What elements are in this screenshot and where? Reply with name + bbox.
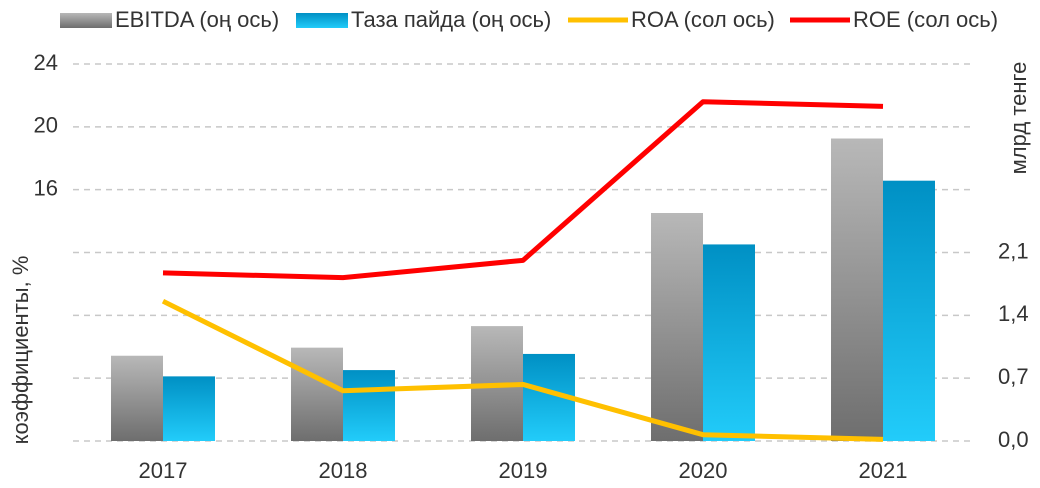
line xyxy=(161,298,884,442)
legend-label: Таза пайда (оң ось) xyxy=(351,7,551,32)
x-tick-label: 2018 xyxy=(319,458,368,483)
legend-label: ROA (сол ось) xyxy=(631,7,775,32)
bar xyxy=(651,213,703,441)
line xyxy=(162,99,884,281)
bar xyxy=(111,355,163,441)
bar xyxy=(291,347,343,441)
y2-axis-title: млрд тенге xyxy=(1006,62,1031,175)
y2-tick-label: 2,1 xyxy=(998,238,1029,263)
y2-tick-label: 0,0 xyxy=(998,427,1029,452)
y-tick-label: 24 xyxy=(34,50,58,75)
bar xyxy=(163,376,215,441)
y-axis-title: коэффициенты, % xyxy=(8,256,33,445)
y2-tick-label: 1,4 xyxy=(998,301,1029,326)
legend-swatch xyxy=(296,13,348,28)
bar xyxy=(343,370,395,441)
bar xyxy=(831,138,883,441)
x-tick-label: 2017 xyxy=(139,458,188,483)
bar xyxy=(703,244,755,441)
legend-swatch xyxy=(60,13,112,28)
bar xyxy=(883,180,935,441)
y-tick-label: 16 xyxy=(34,175,58,200)
y-tick-label: 20 xyxy=(34,113,58,138)
y2-tick-label: 0,7 xyxy=(998,364,1029,389)
x-tick-label: 2021 xyxy=(859,458,908,483)
x-tick-label: 2020 xyxy=(679,458,728,483)
legend-label: ROE (сол ось) xyxy=(853,7,998,32)
x-tick-label: 2019 xyxy=(499,458,548,483)
legend-label: EBITDA (оң ось) xyxy=(115,7,279,32)
